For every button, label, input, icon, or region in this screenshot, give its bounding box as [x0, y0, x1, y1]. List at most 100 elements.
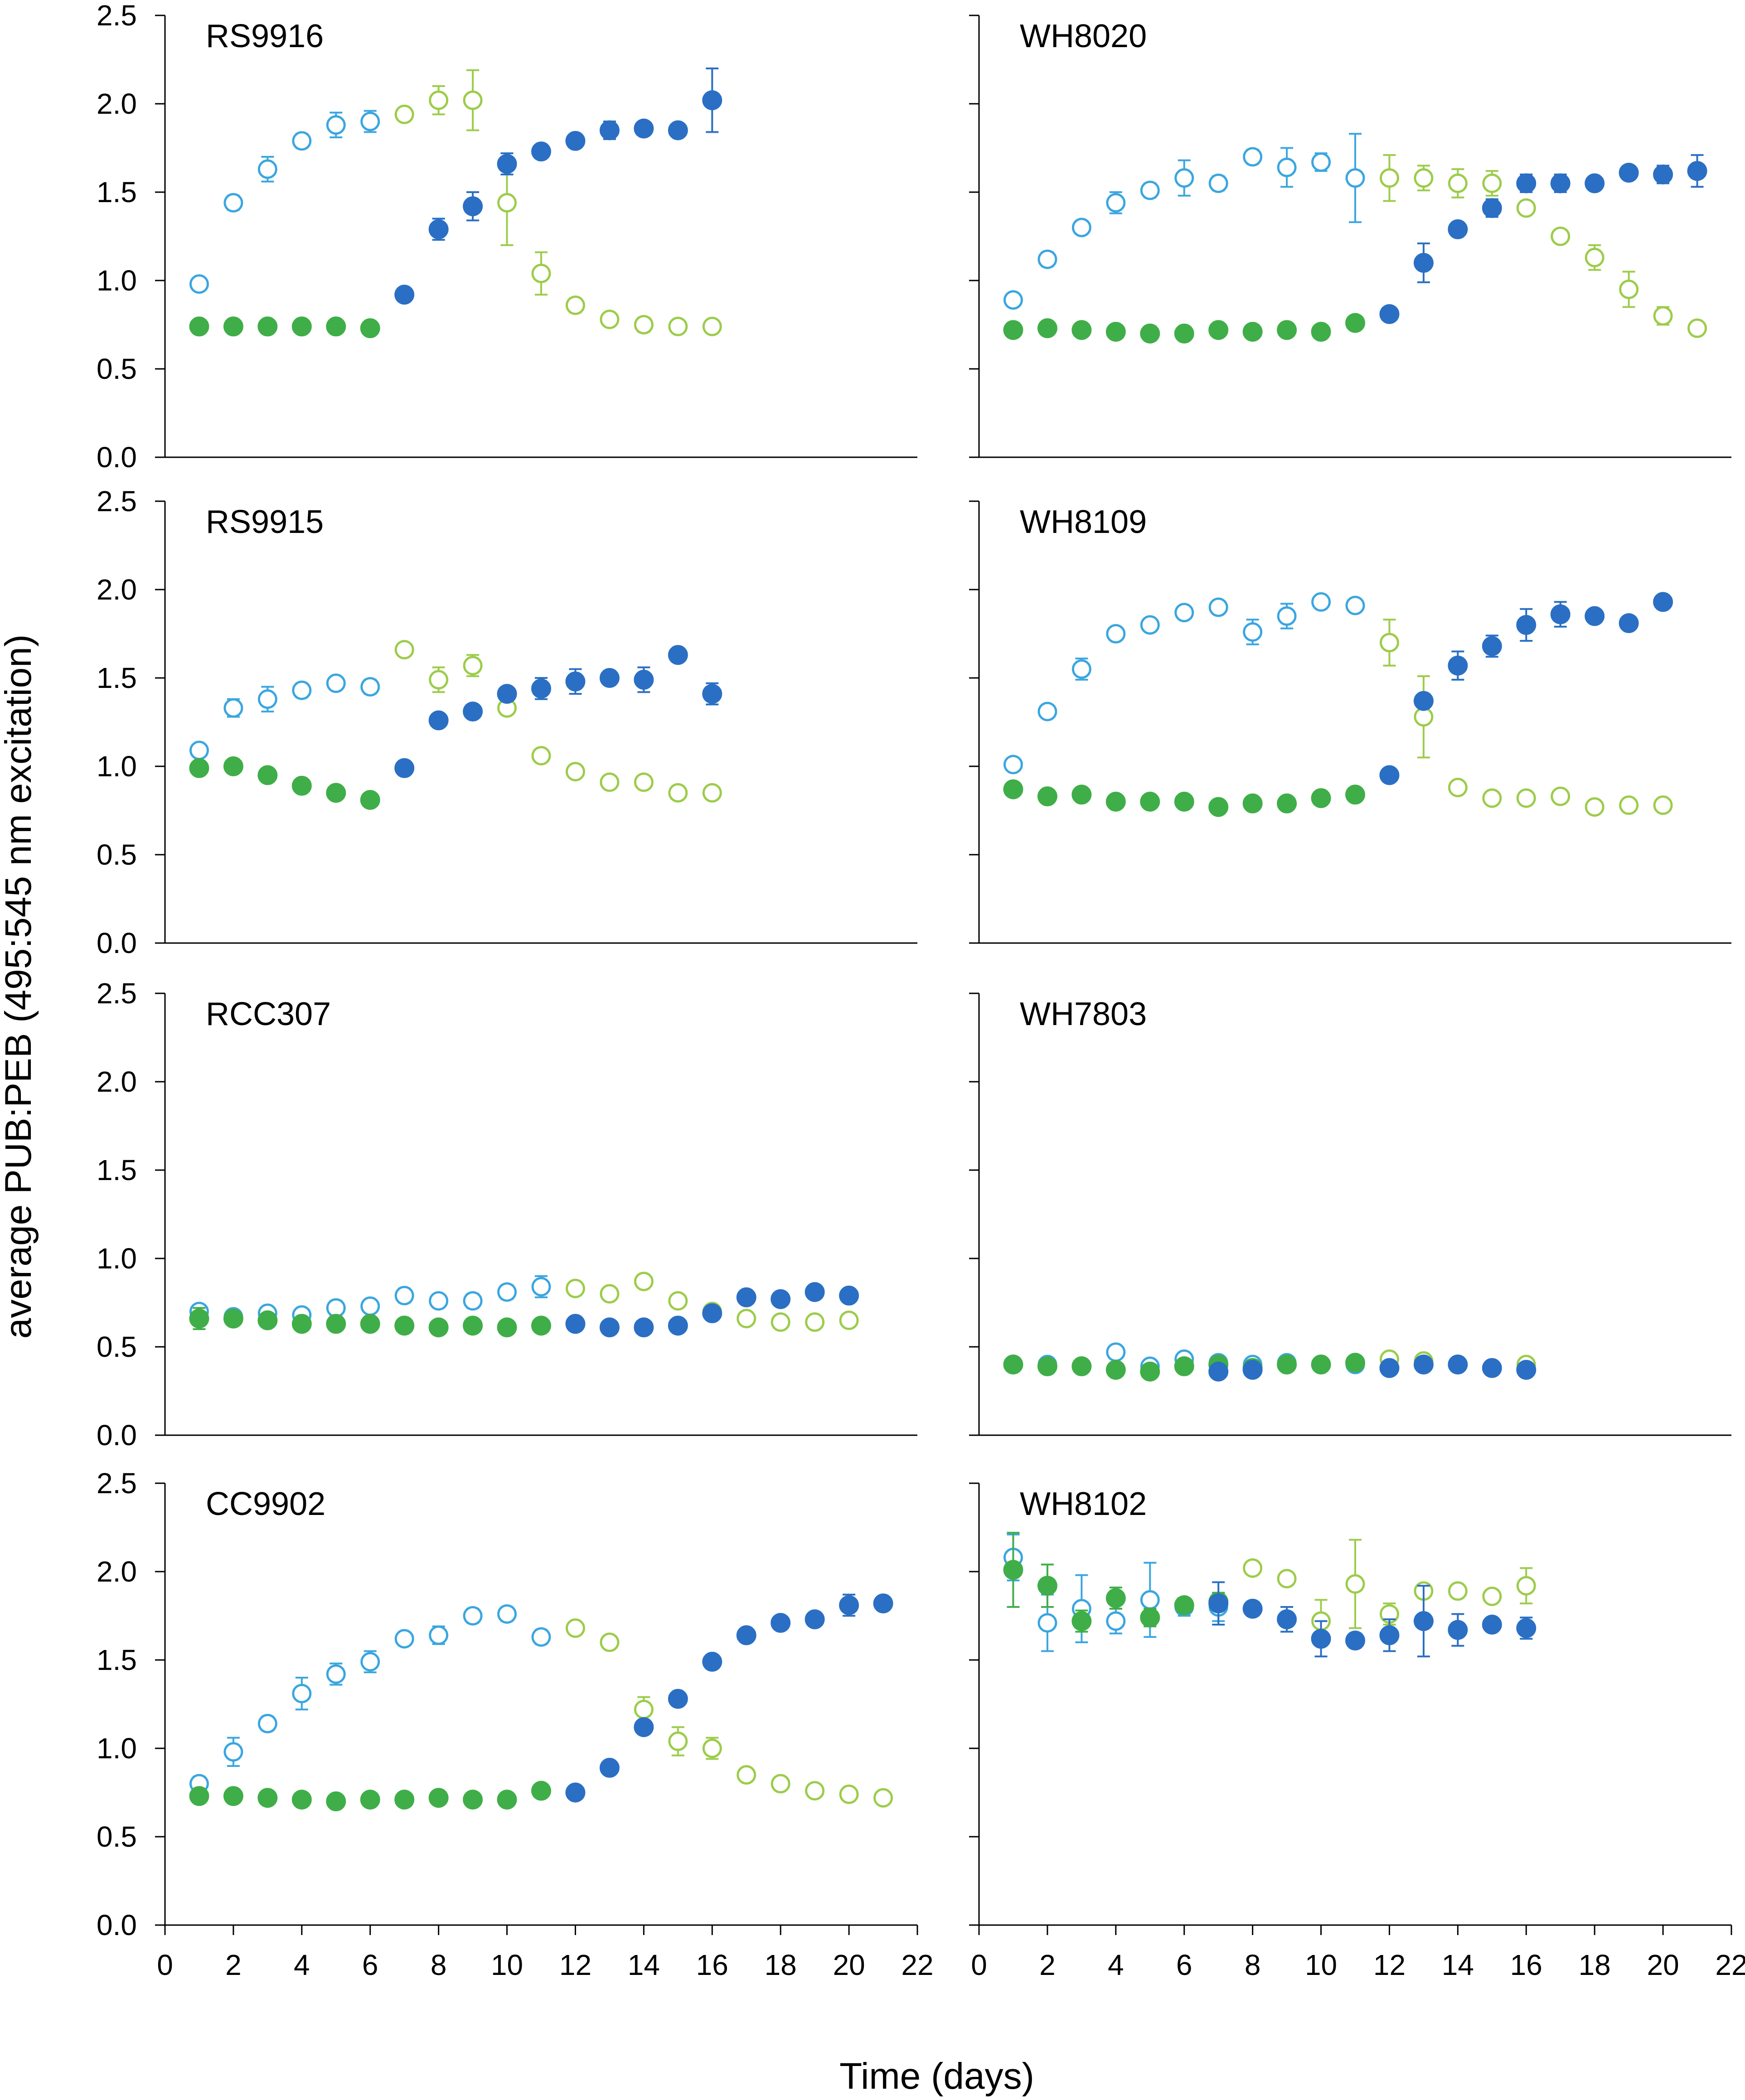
x-tick-label: 12: [1373, 1949, 1406, 1981]
series-blue-filled: [565, 1593, 893, 1803]
data-point: [463, 1291, 483, 1311]
data-point: [565, 1618, 585, 1638]
data-point: [223, 1742, 243, 1762]
y-tick-label: 1.0: [97, 264, 137, 297]
x-tick-label: 10: [1305, 1949, 1337, 1981]
data-point: [1140, 1607, 1160, 1628]
data-point: [1482, 198, 1502, 218]
data-point: [805, 1781, 825, 1801]
y-tick-label: 1.5: [97, 1644, 137, 1676]
series-blue-filled: [1208, 1581, 1537, 1658]
data-point: [1174, 1595, 1194, 1616]
x-tick-label: 16: [696, 1949, 728, 1981]
data-point: [1071, 1611, 1092, 1631]
data-point: [1242, 1360, 1263, 1380]
data-point: [599, 1317, 620, 1338]
data-point: [1037, 1356, 1057, 1376]
y-tick-label: 2.0: [97, 87, 137, 120]
data-point: [360, 1314, 380, 1334]
y-tick-label: 0.0: [97, 1419, 137, 1452]
data-point: [1003, 779, 1023, 799]
data-point: [1106, 1611, 1126, 1631]
data-point: [257, 1713, 277, 1733]
data-point: [360, 790, 380, 810]
data-point: [805, 1312, 825, 1332]
data-point: [668, 645, 688, 665]
y-tick-label: 1.5: [97, 662, 137, 694]
x-tick-label: 0: [971, 1949, 987, 1981]
data-point: [599, 120, 620, 140]
panel-title: WH8102: [1020, 1486, 1147, 1522]
data-point: [1277, 606, 1297, 626]
data-point: [394, 104, 414, 124]
data-point: [1174, 1356, 1194, 1376]
data-point: [1037, 1576, 1057, 1596]
data-point: [668, 783, 688, 803]
data-point: [1585, 797, 1604, 817]
series-green-filled: [189, 1307, 551, 1338]
series-blue-filled: [1379, 592, 1673, 785]
data-point: [531, 1781, 551, 1801]
data-point: [1687, 318, 1707, 338]
panel-title: RS9915: [206, 504, 324, 540]
panel-rs9916: 0.0 0.5 1.0 1.5 2.0 2.5 RS9916: [97, 0, 917, 474]
x-tick-label: 4: [294, 1949, 310, 1981]
data-point: [429, 1625, 449, 1645]
series-green-open: [394, 69, 722, 336]
data-point: [326, 1314, 346, 1334]
data-point: [223, 193, 243, 213]
data-point: [257, 689, 277, 709]
data-point: [1482, 1587, 1502, 1606]
x-tick-label: 22: [901, 1949, 933, 1981]
x-tick-label: 18: [1579, 1949, 1611, 1981]
data-point: [1208, 597, 1228, 617]
panel-wh7803: WH7803: [969, 992, 1731, 1436]
data-point: [326, 1664, 346, 1684]
data-point: [257, 316, 278, 337]
data-point: [702, 316, 722, 336]
data-point: [463, 1316, 483, 1336]
data-point: [737, 1309, 756, 1329]
data-point: [1345, 168, 1365, 188]
x-axis-title: Time (days): [839, 2056, 1034, 2097]
data-point: [1550, 604, 1570, 624]
data-point: [531, 1316, 551, 1336]
series-green-filled: [1003, 313, 1365, 344]
data-point: [189, 316, 209, 337]
y-tick-label: 0.5: [97, 353, 137, 385]
y-tick-label: 1.5: [97, 1154, 137, 1186]
data-point: [1003, 1355, 1023, 1374]
data-point: [771, 1312, 790, 1332]
data-point: [600, 310, 620, 329]
series-blue-filled: [1379, 154, 1707, 324]
data-point: [1071, 659, 1091, 679]
data-point: [497, 1317, 517, 1338]
x-tick-label: 18: [765, 1949, 797, 1981]
data-point: [326, 1791, 346, 1811]
data-point: [257, 159, 277, 179]
y-axis-title: average PUB:PEB (495:545 nm excitation): [0, 634, 39, 1339]
data-point: [1277, 1355, 1297, 1374]
x-tick-label: 14: [1442, 1949, 1474, 1981]
y-tick-label: 2.0: [97, 573, 137, 606]
data-point: [1003, 1560, 1023, 1580]
x-tick-label: 14: [628, 1949, 660, 1981]
data-point: [531, 1627, 551, 1647]
data-point: [1516, 1576, 1536, 1596]
data-point: [394, 758, 415, 778]
data-point: [702, 1738, 722, 1758]
data-point: [1140, 1361, 1160, 1382]
data-point: [1551, 786, 1570, 806]
y-tick-label: 1.5: [97, 176, 137, 208]
y-tick-label: 0.0: [97, 927, 137, 959]
data-point: [394, 1629, 414, 1649]
data-point: [223, 698, 243, 718]
y-tick-label: 2.5: [97, 977, 137, 1010]
data-point: [1003, 320, 1023, 340]
data-point: [565, 671, 586, 692]
data-point: [292, 131, 312, 151]
data-point: [565, 1314, 586, 1334]
data-point: [565, 1782, 586, 1803]
data-point: [223, 1308, 243, 1329]
